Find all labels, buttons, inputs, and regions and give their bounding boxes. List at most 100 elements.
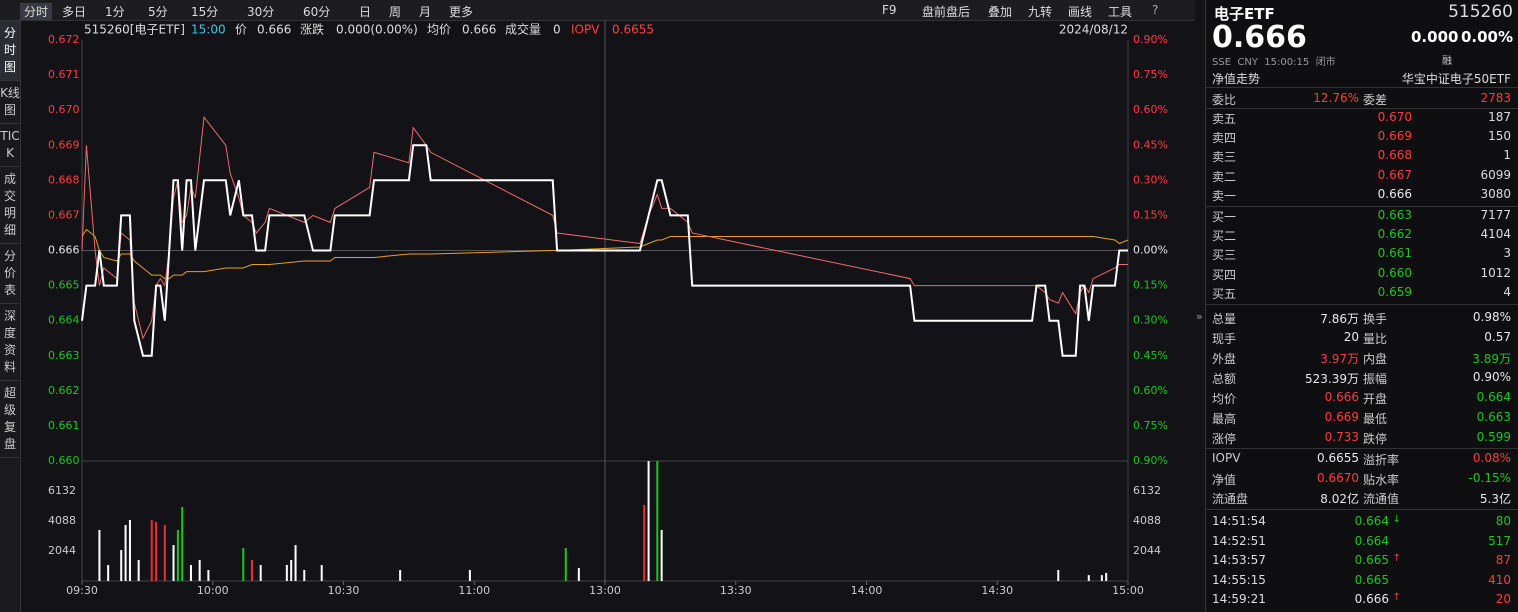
tool-button[interactable]: 画线 bbox=[1068, 5, 1093, 19]
field-label: 量比 bbox=[1363, 332, 1388, 346]
info-avg: 0.666 bbox=[462, 23, 496, 37]
volume-bar bbox=[242, 547, 245, 581]
trade-time: 14:53:57 bbox=[1212, 553, 1266, 567]
volume-bar bbox=[250, 560, 253, 581]
field-label: 现手 bbox=[1212, 332, 1237, 346]
tool-button[interactable]: F9 bbox=[882, 3, 897, 17]
volume-bar bbox=[1100, 575, 1103, 581]
book-label: 卖三 bbox=[1212, 150, 1237, 165]
x-tick-label: 11:00 bbox=[458, 584, 490, 597]
collapse-icon[interactable]: » bbox=[1196, 310, 1203, 323]
info-avg-label: 均价 bbox=[427, 23, 451, 37]
side-tab[interactable]: 深度资料 bbox=[0, 304, 20, 381]
volume-bar bbox=[1057, 569, 1060, 581]
period-tab[interactable]: 更多 bbox=[449, 5, 474, 19]
period-tab[interactable]: 月 bbox=[419, 5, 432, 19]
trade-time: 14:52:51 bbox=[1212, 533, 1266, 548]
y2-tick-label: 0.60% bbox=[1133, 103, 1168, 116]
trade-time: 14:51:54 bbox=[1212, 514, 1266, 528]
volume-bar bbox=[207, 569, 210, 581]
trade-time: 14:59:21 bbox=[1212, 592, 1266, 606]
book-volume: 1 bbox=[1503, 148, 1511, 163]
x-tick-label: 14:00 bbox=[851, 584, 883, 597]
tool-button[interactable]: 工具 bbox=[1108, 5, 1133, 19]
period-tab[interactable]: 60分 bbox=[303, 5, 331, 19]
divider bbox=[1206, 206, 1518, 207]
book-volume: 150 bbox=[1488, 129, 1511, 144]
book-price: 0.666 bbox=[1377, 186, 1412, 201]
field-value: 0.90% bbox=[1472, 370, 1511, 384]
book-price: 0.663 bbox=[1377, 208, 1412, 222]
period-tab[interactable]: 多日 bbox=[62, 5, 87, 19]
info-volume-label: 成交量 bbox=[505, 22, 541, 37]
period-tab[interactable]: 1分 bbox=[105, 5, 125, 19]
book-volume: 3080 bbox=[1480, 186, 1511, 201]
divider bbox=[1206, 87, 1518, 88]
trade-price: 0.665 bbox=[1354, 553, 1389, 567]
tool-button[interactable]: 盘前盘后 bbox=[922, 5, 971, 19]
field-value: 7.86万 bbox=[1320, 312, 1359, 326]
volume-bar bbox=[128, 520, 131, 581]
period-tab[interactable]: 周 bbox=[389, 5, 402, 19]
side-tab[interactable]: 超级复盘 bbox=[0, 381, 20, 458]
volume-bar bbox=[181, 507, 184, 581]
volume-bar bbox=[564, 547, 567, 581]
tool-button[interactable]: 九转 bbox=[1028, 5, 1053, 19]
field-label: 净值 bbox=[1212, 472, 1237, 487]
period-tab[interactable]: 15分 bbox=[191, 5, 219, 19]
volume-bar bbox=[577, 568, 580, 581]
info-change: 0.000(0.00%) bbox=[336, 23, 418, 37]
field-value: 3.97万 bbox=[1320, 352, 1359, 366]
side-tab[interactable]: 分时图 bbox=[0, 21, 20, 81]
period-tab[interactable]: 分时 bbox=[20, 3, 53, 20]
field-value: 0.669 bbox=[1324, 410, 1359, 424]
help-icon[interactable]: ? bbox=[1152, 3, 1159, 17]
y2-tick-label: 0.75% bbox=[1133, 68, 1168, 81]
y-tick-label: 0.662 bbox=[48, 384, 80, 397]
book-label: 卖二 bbox=[1212, 169, 1237, 184]
side-tab[interactable]: 成交明细 bbox=[0, 167, 20, 244]
field-value: 0.08% bbox=[1472, 451, 1511, 465]
period-tab[interactable]: 30分 bbox=[247, 5, 275, 19]
volume-bar bbox=[294, 545, 297, 581]
book-price: 0.670 bbox=[1377, 110, 1412, 124]
book-price: 0.669 bbox=[1377, 129, 1412, 144]
info-change-label: 涨跌 bbox=[300, 22, 324, 37]
divider bbox=[1206, 304, 1518, 305]
field-label: 开盘 bbox=[1363, 392, 1388, 406]
side-tab[interactable]: K线图 bbox=[0, 81, 20, 124]
field-label: 内盘 bbox=[1363, 352, 1388, 366]
trade-volume: 517 bbox=[1488, 533, 1511, 548]
field-value: 0.599 bbox=[1476, 430, 1511, 444]
tool-button[interactable]: 叠加 bbox=[988, 5, 1013, 19]
side-tab[interactable]: TICK bbox=[0, 124, 20, 167]
field-value: -0.15% bbox=[1468, 470, 1511, 485]
field-value: 0.6655 bbox=[1317, 451, 1359, 465]
field-label: IOPV bbox=[1212, 451, 1241, 465]
trade-time: 14:55:15 bbox=[1212, 572, 1266, 587]
volume-bar bbox=[399, 569, 402, 581]
search-icon[interactable]: ⌕ bbox=[1124, 3, 1131, 17]
book-price: 0.662 bbox=[1377, 227, 1412, 242]
period-tab[interactable]: 日 bbox=[359, 5, 372, 19]
volume-bar bbox=[176, 529, 179, 581]
book-volume: 6099 bbox=[1480, 167, 1511, 182]
side-tab[interactable]: 分价表 bbox=[0, 244, 20, 304]
info-date: 2024/08/12 bbox=[1059, 23, 1128, 37]
field-label: 跌停 bbox=[1363, 432, 1388, 446]
field-value: 0.733 bbox=[1324, 430, 1359, 444]
volume-tick-label: 2044 bbox=[1133, 544, 1161, 557]
y-tick-label: 0.669 bbox=[48, 138, 80, 151]
period-tab[interactable]: 5分 bbox=[148, 5, 168, 19]
field-value: 0.664 bbox=[1476, 390, 1511, 404]
quote-meta: SSE CNY 15:00:15 闭市 bbox=[1212, 57, 1336, 68]
y-tick-label: 0.670 bbox=[48, 103, 80, 116]
toolbar: 分时 多日 1分 5分 15分 30分 60分 日 周 月 更多 F9 盘前盘后 叠加 九转 画线 工具 ⌕? bbox=[0, 0, 1195, 21]
y-tick-label: 0.665 bbox=[48, 279, 80, 292]
x-tick-label: 14:30 bbox=[981, 584, 1013, 597]
info-iopv-label: IOPV bbox=[571, 23, 600, 37]
field-label: 振幅 bbox=[1363, 372, 1388, 386]
divider bbox=[1206, 509, 1518, 510]
nav-label: 净值走势 bbox=[1212, 72, 1261, 86]
